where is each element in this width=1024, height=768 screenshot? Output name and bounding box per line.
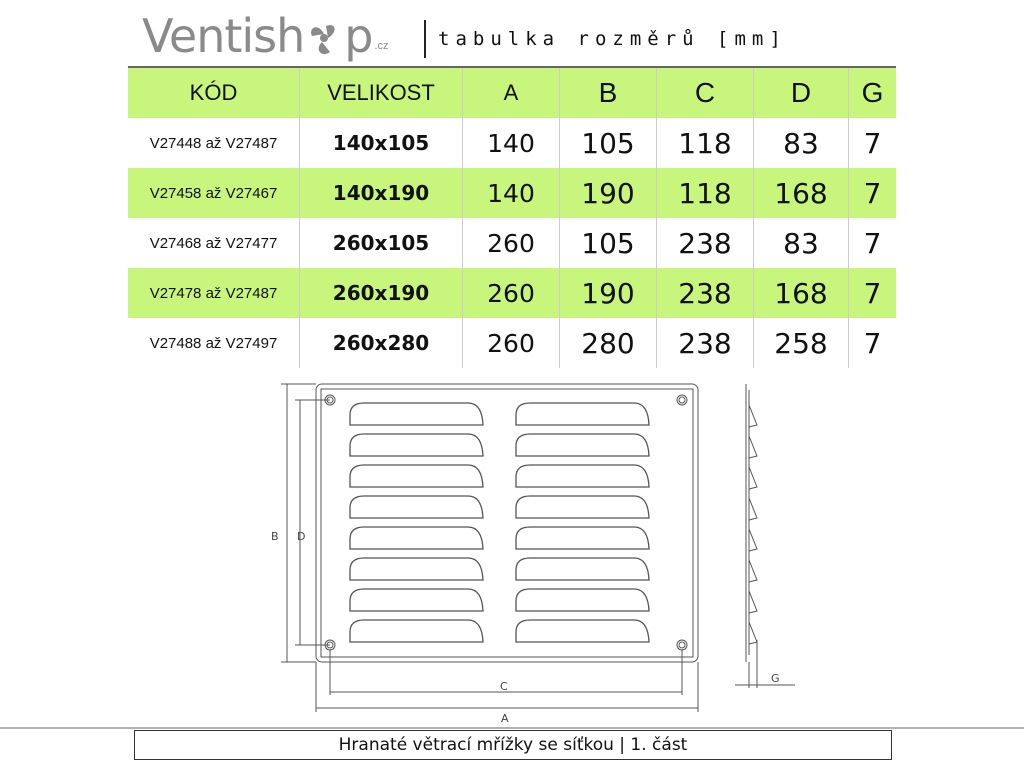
grille-frame-outer xyxy=(315,383,699,663)
cell-velikost: 260x280 xyxy=(299,318,463,368)
logo-domain: .cz xyxy=(374,40,389,52)
side-view-louver xyxy=(748,497,758,521)
louver-slat xyxy=(515,557,650,581)
cell-velikost: 260x105 xyxy=(299,218,463,268)
side-view-louver xyxy=(748,590,758,614)
cell-b: 105 xyxy=(559,218,657,268)
cell-velikost: 140x190 xyxy=(299,168,463,218)
cell-kod: V27468 až V27477 xyxy=(128,218,300,268)
cell-a: 140 xyxy=(462,118,560,168)
table-header-row: KÓD VELIKOST A B C D G xyxy=(128,67,896,118)
louver-slat xyxy=(349,402,484,426)
cell-d: 83 xyxy=(753,118,849,168)
cell-b: 105 xyxy=(559,118,657,168)
side-view-louver xyxy=(748,466,758,490)
cell-kod: V27488 až V27497 xyxy=(128,318,300,368)
cell-kod: V27448 až V27487 xyxy=(128,118,300,168)
louver-slat xyxy=(515,495,650,519)
dimensions-table: KÓD VELIKOST A B C D G V27448 až V27487 1… xyxy=(128,66,896,368)
cell-velikost: 260x190 xyxy=(299,268,463,318)
table-row: V27478 až V27487 260x190 260 190 238 168 7 xyxy=(128,268,896,318)
cell-a: 260 xyxy=(462,218,560,268)
table-row: V27448 až V27487 140x105 140 105 118 83 7 xyxy=(128,118,896,168)
louver-slat xyxy=(349,526,484,550)
side-view-louver xyxy=(748,435,758,459)
header-g: G xyxy=(848,67,896,118)
side-view-louver xyxy=(748,528,758,552)
cell-kod: V27458 až V27467 xyxy=(128,168,300,218)
louver-slat xyxy=(515,402,650,426)
cell-b: 190 xyxy=(559,168,657,218)
cell-d: 83 xyxy=(753,218,849,268)
screw-hole-inner xyxy=(678,641,686,649)
header-divider xyxy=(424,20,426,58)
louver-slat xyxy=(349,619,484,643)
louver-slat xyxy=(515,433,650,457)
fan-icon xyxy=(311,25,335,55)
louver-slat xyxy=(515,464,650,488)
label-c: C xyxy=(500,680,508,693)
side-view-louver xyxy=(748,559,758,583)
cell-a: 260 xyxy=(462,318,560,368)
ventishop-logo: Ventish p .cz xyxy=(142,8,389,64)
cell-c: 238 xyxy=(656,318,754,368)
grille-frame-inner xyxy=(320,388,694,658)
cell-velikost: 140x105 xyxy=(299,118,463,168)
cell-b: 190 xyxy=(559,268,657,318)
cell-b: 280 xyxy=(559,318,657,368)
louver-slat xyxy=(349,433,484,457)
cell-kod: V27478 až V27487 xyxy=(128,268,300,318)
label-g: G xyxy=(771,672,780,685)
cell-d: 168 xyxy=(753,268,849,318)
louver-slat xyxy=(349,557,484,581)
cell-g: 7 xyxy=(848,218,896,268)
louver-slat xyxy=(515,619,650,643)
label-b: B xyxy=(271,530,279,543)
page-subtitle: tabulka rozměrů [mm] xyxy=(438,28,787,50)
screw-hole-inner xyxy=(678,396,686,404)
cell-c: 238 xyxy=(656,218,754,268)
label-a: A xyxy=(501,712,509,725)
logo-text-tail: p xyxy=(344,9,373,63)
table-row: V27468 až V27477 260x105 260 105 238 83 7 xyxy=(128,218,896,268)
cell-g: 7 xyxy=(848,268,896,318)
cell-c: 118 xyxy=(656,168,754,218)
table-row: V27488 až V27497 260x280 260 280 238 258 7 xyxy=(128,318,896,368)
cell-g: 7 xyxy=(848,318,896,368)
louver-slat xyxy=(349,588,484,612)
cell-a: 140 xyxy=(462,168,560,218)
louver-slat xyxy=(515,588,650,612)
cell-d: 168 xyxy=(753,168,849,218)
cell-g: 7 xyxy=(848,118,896,168)
footer-caption: Hranaté větrací mřížky se síťkou | 1. čá… xyxy=(134,730,892,760)
table-row: V27458 až V27467 140x190 140 190 118 168 7 xyxy=(128,168,896,218)
header-b: B xyxy=(559,67,657,118)
screw-hole xyxy=(676,394,688,406)
cell-d: 258 xyxy=(753,318,849,368)
louver-slat xyxy=(349,495,484,519)
louver-slat xyxy=(515,526,650,550)
cell-c: 118 xyxy=(656,118,754,168)
cell-g: 7 xyxy=(848,168,896,218)
side-view-louver xyxy=(748,404,758,428)
label-d: D xyxy=(297,530,305,543)
header-velikost: VELIKOST xyxy=(299,67,463,118)
header-c: C xyxy=(656,67,754,118)
header-kod: KÓD xyxy=(128,67,300,118)
louver-slat xyxy=(349,464,484,488)
logo-text: Ventish xyxy=(142,9,305,63)
header-d: D xyxy=(753,67,849,118)
side-view-louver xyxy=(748,621,758,645)
cell-c: 238 xyxy=(656,268,754,318)
